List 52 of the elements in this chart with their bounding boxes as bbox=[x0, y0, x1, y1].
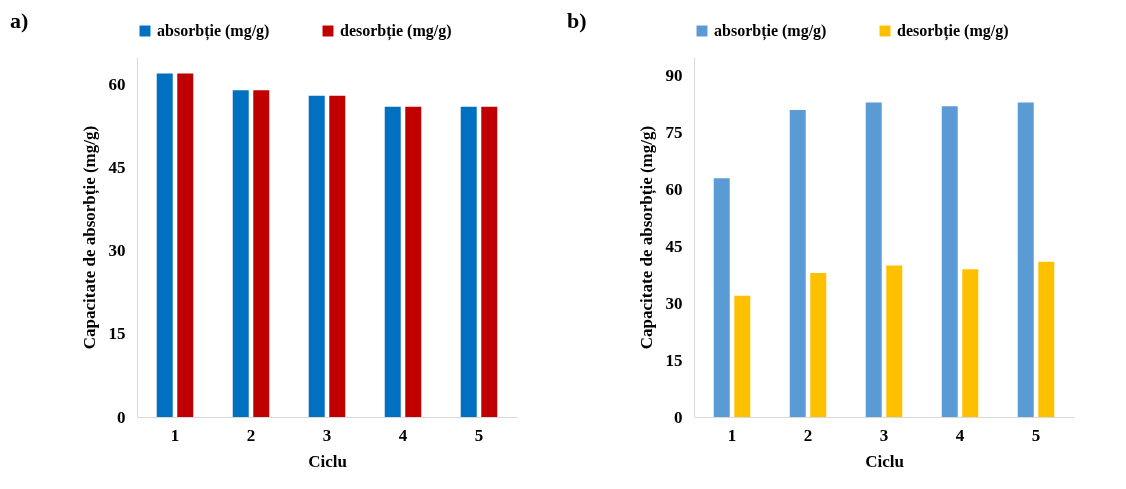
x-tick-label: 2 bbox=[246, 425, 256, 445]
y-tick-label: 0 bbox=[674, 407, 683, 427]
bar bbox=[810, 273, 827, 417]
chart-title: a) bbox=[10, 8, 29, 33]
x-tick-label: 5 bbox=[474, 425, 484, 445]
y-tick-label: 45 bbox=[108, 158, 126, 178]
bar bbox=[941, 106, 958, 417]
y-tick-label: 60 bbox=[108, 75, 126, 95]
bar bbox=[156, 73, 173, 417]
x-tick-label: 2 bbox=[803, 425, 813, 445]
x-tick-label: 3 bbox=[322, 425, 332, 445]
y-tick-label: 75 bbox=[665, 123, 683, 143]
y-tick-label: 15 bbox=[108, 324, 126, 344]
x-tick-label: 4 bbox=[398, 425, 408, 445]
bar bbox=[865, 102, 882, 417]
bar bbox=[962, 269, 979, 417]
y-axis-title: Capacitate de absorbție (mg/g) bbox=[79, 125, 100, 350]
x-tick-label: 1 bbox=[170, 425, 180, 445]
x-tick-label: 3 bbox=[879, 425, 889, 445]
y-tick-label: 30 bbox=[665, 293, 683, 313]
bar bbox=[1017, 102, 1034, 417]
y-tick-label: 45 bbox=[665, 236, 683, 256]
bar bbox=[460, 106, 477, 417]
x-tick-label: 5 bbox=[1031, 425, 1041, 445]
y-tick-label: 30 bbox=[108, 241, 126, 261]
bar bbox=[308, 95, 325, 417]
legend-label: desorbție (mg/g) bbox=[340, 22, 452, 41]
x-axis-title: Ciclu bbox=[865, 451, 904, 471]
bar bbox=[481, 106, 498, 417]
bar bbox=[177, 73, 194, 417]
legend-label: absorbție (mg/g) bbox=[714, 22, 827, 41]
legend-label: absorbție (mg/g) bbox=[157, 22, 270, 41]
y-tick-label: 15 bbox=[665, 350, 683, 370]
bar bbox=[253, 90, 270, 417]
bar bbox=[329, 95, 346, 417]
x-tick-label: 4 bbox=[955, 425, 965, 445]
x-axis-title: Ciclu bbox=[308, 451, 347, 471]
bar bbox=[789, 110, 806, 417]
bar bbox=[734, 295, 751, 417]
legend-label: desorbție (mg/g) bbox=[897, 22, 1009, 41]
bar bbox=[886, 265, 903, 417]
y-tick-label: 60 bbox=[665, 180, 683, 200]
x-tick-label: 1 bbox=[727, 425, 737, 445]
bar bbox=[384, 106, 401, 417]
y-axis-title: Capacitate de absorbție (mg/g) bbox=[636, 125, 657, 350]
y-tick-label: 90 bbox=[665, 66, 683, 86]
chart-title: b) bbox=[567, 8, 587, 33]
bar bbox=[1038, 261, 1055, 417]
bar bbox=[713, 178, 730, 417]
y-tick-label: 0 bbox=[117, 407, 126, 427]
bar bbox=[232, 90, 249, 417]
bar bbox=[405, 106, 422, 417]
